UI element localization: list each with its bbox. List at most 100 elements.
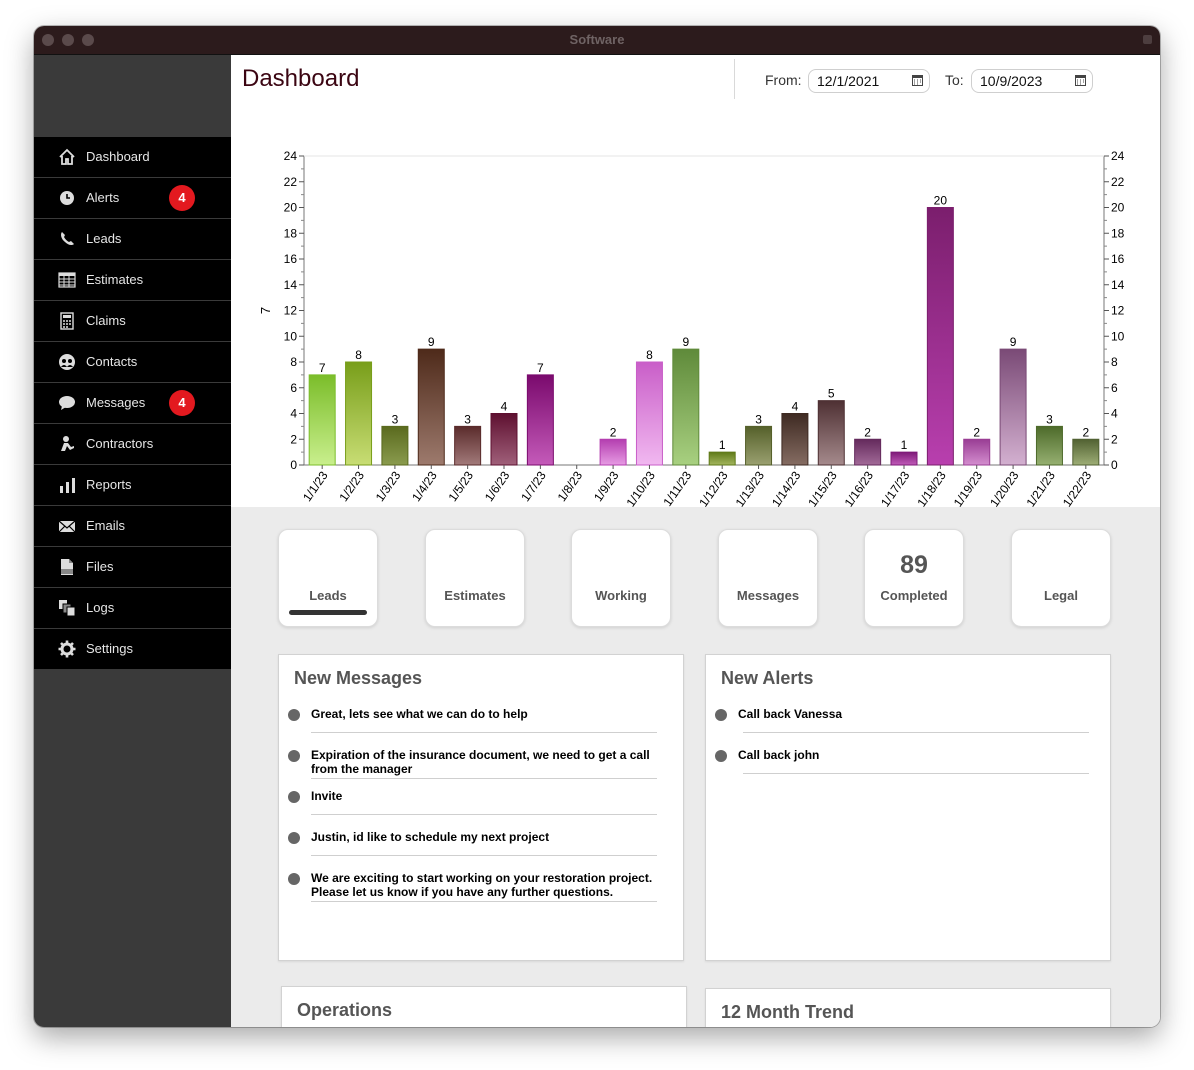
bar-chart-icon — [60, 478, 75, 493]
sidebar-item-dashboard[interactable]: Dashboard — [34, 137, 231, 178]
bar-value-label: 9 — [1010, 335, 1017, 349]
bar — [490, 413, 518, 466]
bar-value-label: 4 — [792, 400, 799, 414]
sidebar-item-label: Emails — [86, 518, 126, 533]
sidebar-item-leads[interactable]: Leads — [34, 219, 231, 260]
x-tick-label: 1/20/23 — [987, 468, 1022, 507]
sidebar-item-estimates[interactable]: Estimates — [34, 260, 231, 301]
x-tick-label: 1/6/23 — [482, 468, 513, 504]
title-bar: Software — [34, 26, 1160, 55]
copy-icon — [59, 600, 76, 617]
y-axis-label: 7 — [258, 307, 273, 314]
sidebar-item-label: Reports — [86, 477, 132, 492]
card-working[interactable]: Working — [571, 529, 671, 627]
bar-value-label: 20 — [934, 194, 948, 208]
list-item-text: Call back john — [738, 748, 820, 762]
to-date-field[interactable]: 10/9/2023 — [971, 69, 1093, 93]
card-estimates[interactable]: Estimates — [425, 529, 525, 627]
bar — [1072, 438, 1100, 466]
bar — [963, 438, 991, 466]
minimize-window-button[interactable] — [62, 34, 74, 46]
card-label: Messages — [736, 588, 800, 603]
sidebar-item-messages[interactable]: Messages 4 — [34, 383, 231, 424]
people-icon — [59, 354, 75, 370]
app-window: Software Dashboard Alerts 4 Leads Estimates C… — [34, 26, 1160, 1027]
bullet-dot — [288, 832, 300, 844]
card-completed[interactable]: 89 Completed — [864, 529, 964, 627]
bullet-dot — [715, 709, 727, 721]
sidebar-item-reports[interactable]: Reports — [34, 465, 231, 506]
x-tick-label: 1/5/23 — [445, 468, 476, 504]
sidebar-item-label: Contacts — [86, 354, 138, 369]
card-leads[interactable]: Leads — [278, 529, 378, 627]
bar — [308, 374, 336, 466]
card-label: Legal — [1044, 588, 1078, 603]
bar — [454, 425, 482, 466]
envelope-icon — [58, 520, 76, 533]
bar-value-label: 3 — [755, 412, 762, 426]
x-tick-label: 1/4/23 — [409, 468, 440, 504]
bar-value-label: 2 — [610, 425, 617, 439]
x-tick-label: 1/10/23 — [623, 468, 658, 507]
sidebar-item-contractors[interactable]: Contractors — [34, 424, 231, 465]
trend-panel: 12 Month Trend — [705, 988, 1111, 1027]
sidebar-item-logs[interactable]: Logs — [34, 588, 231, 629]
y-tick-label: 22 — [284, 175, 298, 189]
sidebar-item-settings[interactable]: Settings — [34, 629, 231, 670]
item-divider — [311, 732, 657, 733]
sidebar-item-alerts[interactable]: Alerts 4 — [34, 178, 231, 219]
bar — [708, 451, 736, 466]
card-legal[interactable]: Legal — [1011, 529, 1111, 627]
from-date-value: 12/1/2021 — [817, 73, 880, 89]
calculator-icon — [60, 312, 74, 330]
x-tick-label: 1/14/23 — [769, 468, 804, 507]
card-label: Leads — [309, 588, 347, 603]
speech-bubble-icon — [59, 396, 75, 410]
x-tick-label: 1/16/23 — [842, 468, 877, 507]
x-tick-label: 1/17/23 — [878, 468, 913, 507]
bar — [781, 413, 809, 466]
bar — [526, 374, 554, 466]
close-window-button[interactable] — [42, 34, 54, 46]
new-alerts-panel: New Alerts Call back Vanessa Call back jo… — [705, 654, 1111, 961]
y-tick-label: 18 — [284, 226, 298, 240]
daily-chart: 0 0 2 2 4 4 6 6 8 8 10 10 12 12 14 14 16 16 18 18 20 20 22 22 24… — [231, 135, 1160, 507]
calendar-icon[interactable] — [1075, 75, 1086, 86]
list-item-text: Great, lets see what we can do to help — [311, 707, 528, 721]
fullscreen-icon[interactable] — [1143, 35, 1152, 44]
bar-value-label: 2 — [864, 425, 871, 439]
bullet-dot — [715, 750, 727, 762]
trend-title: 12 Month Trend — [721, 1002, 855, 1022]
bar — [599, 438, 627, 466]
sidebar-item-contacts[interactable]: Contacts — [34, 342, 231, 383]
x-tick-label: 1/21/23 — [1023, 468, 1058, 507]
item-divider — [743, 773, 1089, 774]
calendar-icon[interactable] — [912, 75, 923, 86]
card-messages[interactable]: Messages — [718, 529, 818, 627]
page-title: Dashboard — [242, 65, 360, 92]
x-tick-label: 1/11/23 — [660, 468, 694, 507]
from-date-field[interactable]: 12/1/2021 — [808, 69, 930, 93]
y-tick-label: 12 — [284, 304, 298, 318]
sidebar-item-emails[interactable]: Emails — [34, 506, 231, 547]
operations-panel: Operations — [281, 986, 687, 1027]
bar — [635, 361, 663, 466]
sidebar-item-claims[interactable]: Claims — [34, 301, 231, 342]
bar — [672, 348, 700, 466]
x-tick-label: 1/18/23 — [914, 468, 949, 507]
card-label: Estimates — [444, 588, 506, 603]
operations-title: Operations — [297, 1000, 393, 1020]
y-tick-label-right: 10 — [1111, 329, 1125, 343]
zoom-window-button[interactable] — [82, 34, 94, 46]
x-tick-label: 1/8/23 — [555, 468, 586, 504]
new-messages-title: New Messages — [294, 668, 423, 688]
y-tick-label-right: 6 — [1111, 381, 1118, 395]
sidebar-item-label: Contractors — [86, 436, 154, 451]
from-label: From: — [765, 72, 802, 88]
card-label: Completed — [880, 588, 948, 603]
bar — [417, 348, 445, 466]
sidebar-item-files[interactable]: Files — [34, 547, 231, 588]
sidebar-item-label: Settings — [86, 641, 133, 656]
x-tick-label: 1/19/23 — [951, 468, 986, 507]
